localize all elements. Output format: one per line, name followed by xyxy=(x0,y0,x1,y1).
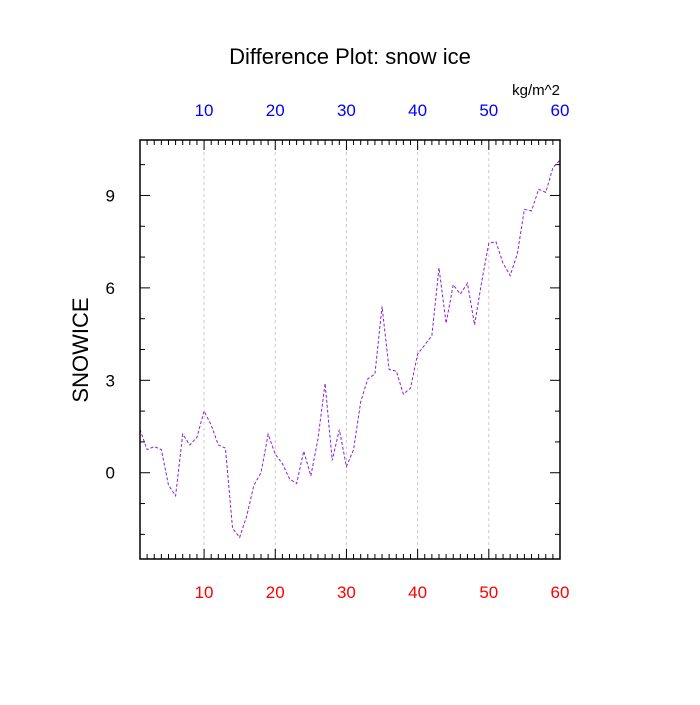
series-line xyxy=(139,159,561,539)
x-tick-label-top: 60 xyxy=(551,101,570,120)
x-tick-label-top: 40 xyxy=(408,101,427,120)
y-tick-label: 6 xyxy=(106,279,115,298)
units-label: kg/m^2 xyxy=(512,82,560,99)
x-tick-label-top: 20 xyxy=(266,101,285,120)
x-tick-label-bottom: 40 xyxy=(408,583,427,602)
x-tick-label-top: 30 xyxy=(337,101,356,120)
y-axis-label: SNOWICE xyxy=(68,297,93,402)
x-tick-label-bottom: 30 xyxy=(337,583,356,602)
x-tick-label-bottom: 50 xyxy=(479,583,498,602)
x-tick-label-bottom: 10 xyxy=(195,583,214,602)
y-tick-label: 3 xyxy=(106,371,115,390)
x-tick-label-bottom: 20 xyxy=(266,583,285,602)
x-tick-label-top: 50 xyxy=(479,101,498,120)
x-tick-label-top: 10 xyxy=(195,101,214,120)
x-tick-label-bottom: 60 xyxy=(551,583,570,602)
y-tick-label: 0 xyxy=(106,464,115,483)
axis-ticks xyxy=(139,140,561,559)
plot-frame xyxy=(139,139,561,560)
chart-title: Difference Plot: snow ice xyxy=(229,44,471,69)
y-tick-label: 9 xyxy=(106,186,115,205)
grid-lines xyxy=(203,140,490,559)
tick-labels: 10 10 20 20 30 30 40 40 50 50 60 60 0 3 6 9 xyxy=(106,101,570,602)
